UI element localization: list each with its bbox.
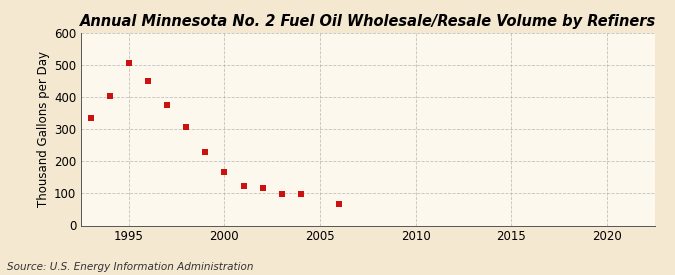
Point <box>200 150 211 155</box>
Point <box>142 79 153 83</box>
Y-axis label: Thousand Gallons per Day: Thousand Gallons per Day <box>36 51 50 207</box>
Point <box>104 94 115 98</box>
Point <box>124 61 134 66</box>
Text: Source: U.S. Energy Information Administration: Source: U.S. Energy Information Administ… <box>7 262 253 272</box>
Title: Annual Minnesota No. 2 Fuel Oil Wholesale/Resale Volume by Refiners: Annual Minnesota No. 2 Fuel Oil Wholesal… <box>80 14 656 29</box>
Point <box>162 103 173 107</box>
Point <box>257 185 268 190</box>
Point <box>219 169 230 174</box>
Point <box>277 192 288 197</box>
Point <box>181 125 192 129</box>
Point <box>85 116 96 120</box>
Point <box>238 184 249 189</box>
Point <box>296 192 306 197</box>
Point <box>333 202 344 206</box>
